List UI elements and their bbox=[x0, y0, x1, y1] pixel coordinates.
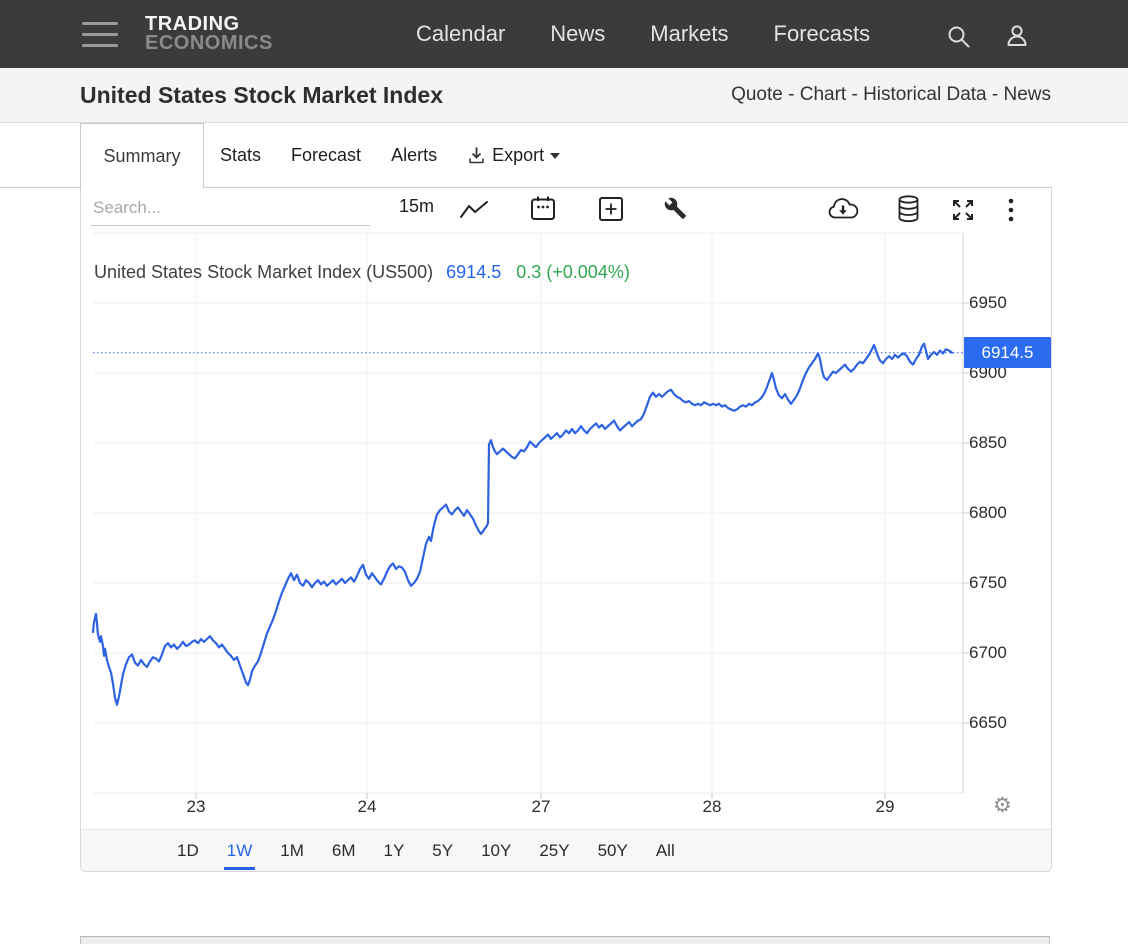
y-axis-label: 6700 bbox=[969, 643, 1007, 662]
export-menu[interactable]: Export bbox=[467, 144, 561, 166]
settings-gear-icon[interactable]: ⚙ bbox=[993, 794, 1012, 817]
fullscreen-icon[interactable] bbox=[950, 197, 976, 223]
range-1m[interactable]: 1M bbox=[280, 830, 304, 871]
cloud-download-icon[interactable] bbox=[827, 197, 860, 221]
download-icon bbox=[467, 146, 486, 165]
range-selector: 1D 1W 1M 6M 1Y 5Y 10Y 25Y 50Y All bbox=[81, 829, 1051, 871]
tab-forecast[interactable]: Forecast bbox=[291, 144, 362, 165]
tab-stats[interactable]: Stats bbox=[220, 144, 262, 165]
chart-widget: 15m bbox=[80, 188, 1052, 872]
range-5y[interactable]: 5Y bbox=[432, 830, 453, 871]
price-badge: 6914.5 bbox=[964, 337, 1051, 368]
x-axis-label: 29 bbox=[875, 797, 895, 816]
legend-change: 0.3 (+0.004%) bbox=[516, 262, 630, 282]
range-1w[interactable]: 1W bbox=[223, 830, 255, 871]
add-indicator-icon[interactable] bbox=[598, 196, 624, 222]
legend-title: United States Stock Market Index (US500) bbox=[94, 262, 434, 282]
logo[interactable]: TRADING ECONOMICS bbox=[145, 13, 273, 54]
range-6m[interactable]: 6M bbox=[332, 830, 356, 871]
x-axis-label: 23 bbox=[186, 797, 206, 816]
date-range-calendar-icon[interactable] bbox=[530, 195, 556, 222]
logo-line2: ECONOMICS bbox=[145, 32, 273, 54]
tab-alerts[interactable]: Alerts bbox=[391, 144, 438, 165]
range-all[interactable]: All bbox=[656, 830, 675, 871]
range-10y[interactable]: 10Y bbox=[481, 830, 511, 871]
y-axis-label: 6650 bbox=[969, 713, 1007, 732]
user-icon[interactable] bbox=[1004, 23, 1030, 49]
nav-item-forecasts[interactable]: Forecasts bbox=[773, 21, 871, 46]
range-1y[interactable]: 1Y bbox=[383, 830, 404, 871]
top-nav: TRADING ECONOMICS Calendar News Markets … bbox=[0, 0, 1128, 68]
nav-item-markets[interactable]: Markets bbox=[650, 21, 729, 46]
x-axis-label: 27 bbox=[531, 797, 551, 816]
tools-wrench-icon[interactable] bbox=[664, 197, 688, 221]
y-axis-label: 6950 bbox=[969, 293, 1007, 312]
interval-button[interactable]: 15m bbox=[399, 196, 435, 216]
chart-type-icon[interactable] bbox=[459, 200, 489, 220]
y-axis-label: 6800 bbox=[969, 503, 1007, 522]
nav-item-calendar[interactable]: Calendar bbox=[416, 21, 506, 46]
data-source-database-icon[interactable] bbox=[897, 195, 920, 223]
hamburger-menu-icon[interactable] bbox=[82, 22, 118, 47]
logo-line1: TRADING bbox=[145, 13, 240, 35]
chart-plot-area[interactable] bbox=[81, 188, 1051, 833]
chart-legend: United States Stock Market Index (US500)… bbox=[94, 262, 630, 283]
tab-summary[interactable]: Summary bbox=[80, 123, 204, 188]
chart-search-input[interactable] bbox=[91, 190, 370, 226]
x-axis-label: 28 bbox=[702, 797, 722, 816]
page-title: United States Stock Market Index bbox=[80, 82, 443, 108]
nav-item-news[interactable]: News bbox=[550, 21, 606, 46]
more-options-kebab-icon[interactable] bbox=[1005, 197, 1017, 223]
title-bar: United States Stock Market Index Quote -… bbox=[0, 68, 1128, 123]
range-50y[interactable]: 50Y bbox=[598, 830, 628, 871]
tab-strip: Summary Stats Forecast Alerts Export bbox=[0, 123, 1052, 188]
y-axis-label: 6750 bbox=[969, 573, 1007, 592]
legend-price: 6914.5 bbox=[446, 262, 502, 282]
next-widget-edge bbox=[80, 936, 1050, 944]
chevron-down-icon bbox=[550, 153, 561, 159]
export-label: Export bbox=[492, 144, 545, 165]
x-axis-label: 24 bbox=[357, 797, 377, 816]
range-25y[interactable]: 25Y bbox=[539, 830, 569, 871]
search-icon[interactable] bbox=[946, 24, 972, 50]
range-1d[interactable]: 1D bbox=[177, 830, 199, 871]
quick-links[interactable]: Quote - Chart - Historical Data - News bbox=[731, 84, 1051, 105]
nav-links: Calendar News Markets Forecasts bbox=[416, 0, 870, 68]
y-axis-label: 6850 bbox=[969, 433, 1007, 452]
